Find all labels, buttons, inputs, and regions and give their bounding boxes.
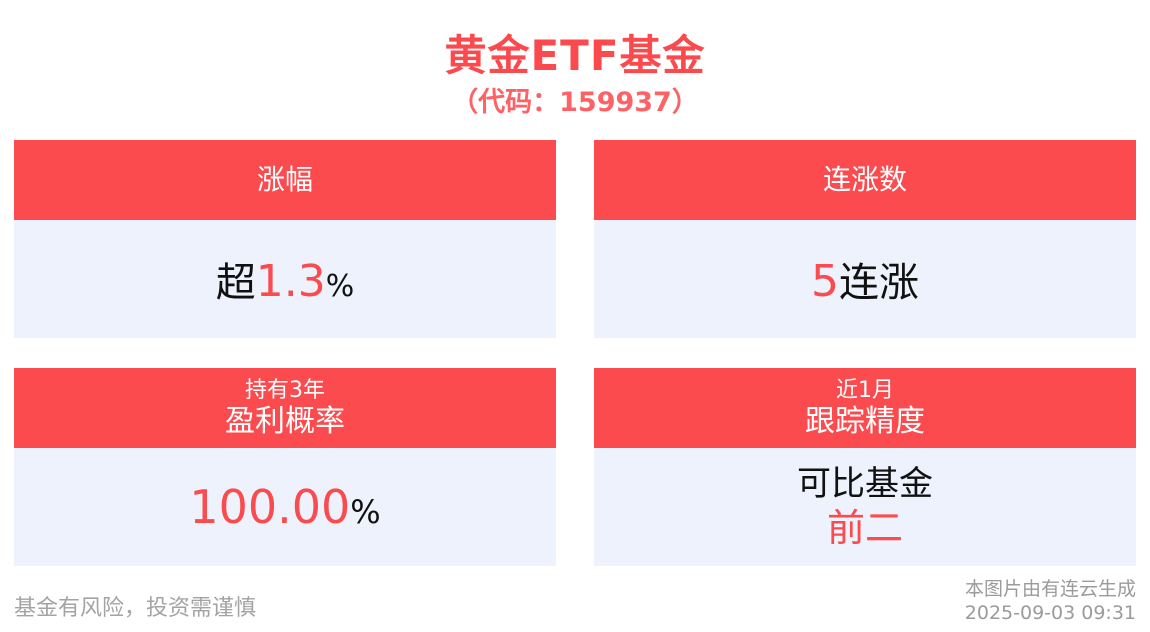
card-streak-body: 5 连涨 [594, 220, 1136, 338]
streak-value-number: 5 [811, 256, 839, 307]
card-streak-header-label: 连涨数 [822, 163, 907, 196]
card-streak-value: 5 连涨 [811, 250, 919, 308]
profit-value-unit: % [350, 493, 381, 531]
card-rise-body: 超 1.3 % [14, 220, 556, 338]
risk-disclaimer: 基金有风险，投资需谨慎 [14, 596, 257, 621]
generator-credit: 本图片由有连云生成 2025-09-03 09:31 [965, 577, 1136, 625]
card-rise-header: 涨幅 [14, 140, 556, 220]
generation-timestamp: 2025-09-03 09:31 [964, 602, 1136, 624]
tracking-value-rank: 前二 [826, 506, 903, 550]
card-tracking-body: 可比基金 前二 [594, 448, 1136, 566]
card-profit-header: 持有3年 盈利概率 [14, 368, 556, 448]
card-profit-body: 100.00 % [14, 448, 556, 566]
rise-value-unit: % [325, 269, 355, 304]
rise-value-number: 1.3 [255, 256, 326, 307]
profit-value-number: 100.00 [189, 480, 351, 534]
card-rise-value: 超 1.3 % [216, 250, 355, 308]
card-profit-header-label: 盈利概率 [225, 403, 345, 439]
card-tracking-header-label: 跟踪精度 [805, 403, 925, 439]
page-title: 黄金ETF基金 [444, 31, 706, 80]
card-profit-header-period: 持有3年 [245, 377, 325, 403]
card-streak-header: 连涨数 [594, 140, 1136, 220]
card-tracking-precision: 近1月 跟踪精度 可比基金 前二 [594, 368, 1136, 566]
card-tracking-header-period: 近1月 [836, 377, 894, 403]
card-tracking-value: 可比基金 前二 [797, 463, 933, 551]
card-profit-probability: 持有3年 盈利概率 100.00 % [14, 368, 556, 566]
page-subtitle: （代码：159937） [451, 87, 699, 118]
card-streak: 连涨数 5 连涨 [594, 140, 1136, 338]
card-profit-value: 100.00 % [189, 480, 380, 534]
tracking-value-context: 可比基金 [797, 464, 933, 504]
rise-value-prefix: 超 [215, 260, 256, 306]
generator-credit-text: 本图片由有连云生成 [964, 578, 1136, 600]
card-tracking-header: 近1月 跟踪精度 [594, 368, 1136, 448]
card-rise-header-label: 涨幅 [256, 163, 313, 196]
streak-value-unit: 连涨 [839, 260, 919, 306]
card-rise: 涨幅 超 1.3 % [14, 140, 556, 338]
